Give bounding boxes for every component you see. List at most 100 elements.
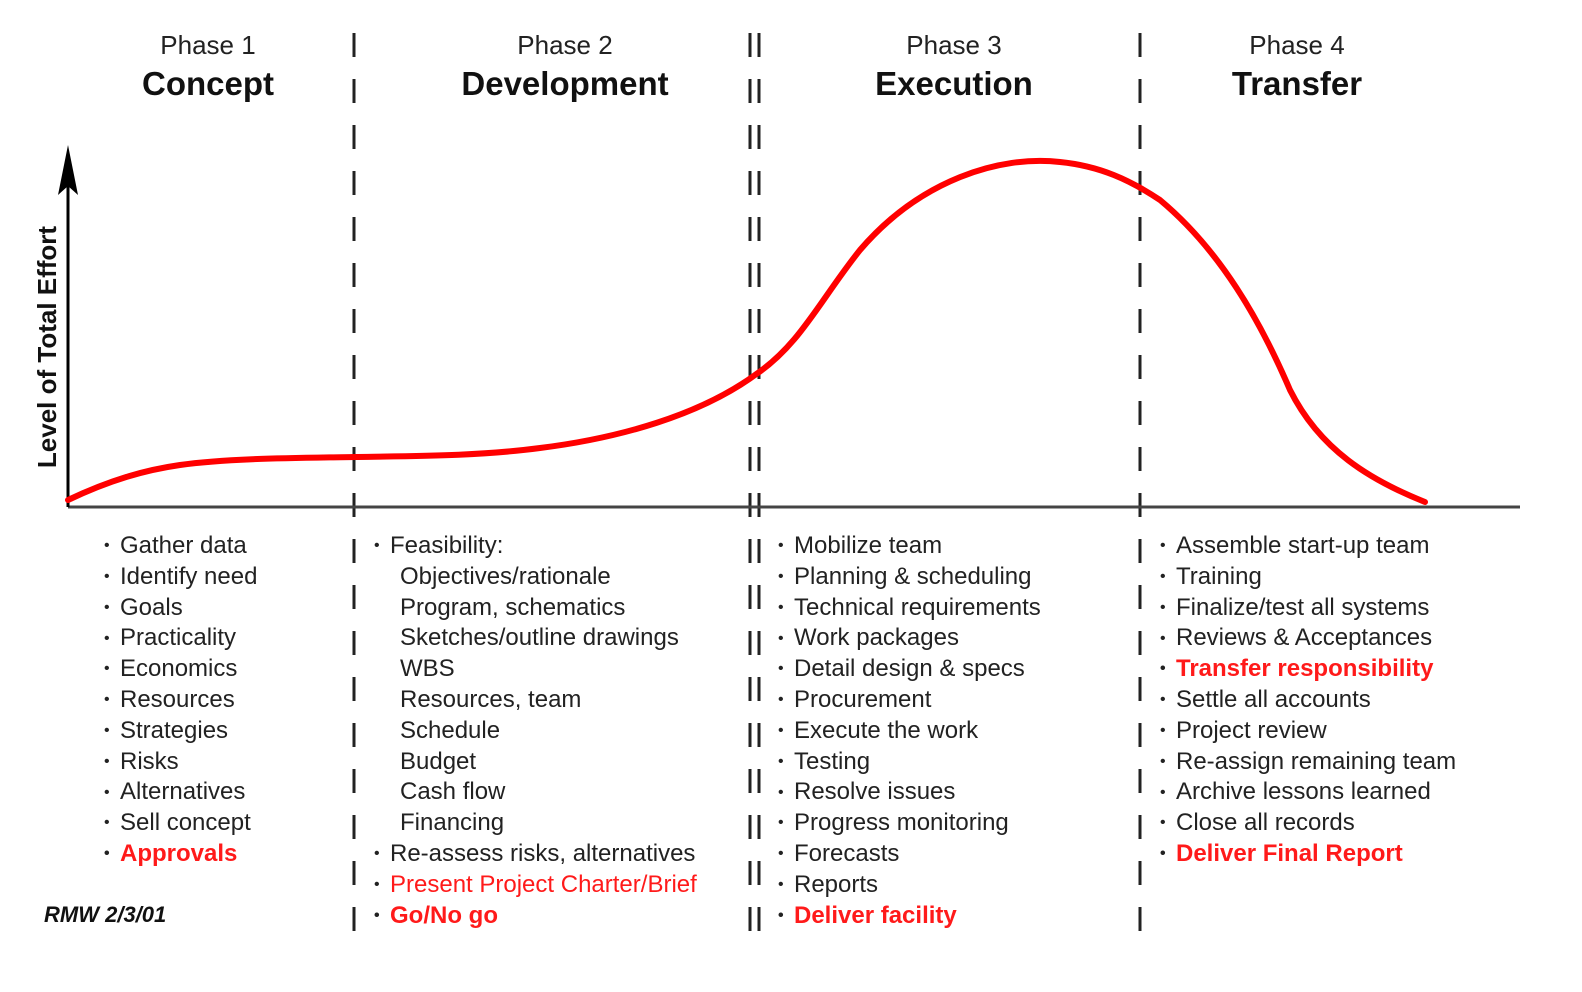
bullet-icon: • <box>1160 568 1166 586</box>
bullet-icon: • <box>104 752 110 770</box>
activity-item: • Testing <box>778 747 1041 778</box>
bullet-icon: • <box>778 814 784 832</box>
bullet-icon: • <box>104 629 110 647</box>
phase-header-concept: Phase 1 Concept <box>58 28 358 106</box>
activity-item: Schedule <box>374 716 697 747</box>
phase-number: Phase 4 <box>1249 30 1345 60</box>
activity-item: • Assemble start-up team <box>1160 531 1456 562</box>
activity-item: • Resolve issues <box>778 777 1041 808</box>
activity-text: Forecasts <box>794 839 900 867</box>
activity-text: Progress monitoring <box>794 809 1009 837</box>
activity-text: Project review <box>1176 716 1327 744</box>
bullet-icon: • <box>104 537 110 555</box>
activity-text: Work packages <box>794 624 959 652</box>
activity-item: • Alternatives <box>104 777 257 808</box>
activity-item: • Settle all accounts <box>1160 685 1456 716</box>
bullet-icon: • <box>1160 537 1166 555</box>
bullet-icon: • <box>1160 660 1166 678</box>
bullet-icon: • <box>1160 752 1166 770</box>
phase-header-transfer: Phase 4 Transfer <box>1147 28 1447 106</box>
activity-text: Risks <box>120 747 179 775</box>
phase-header-development: Phase 2 Development <box>415 28 715 106</box>
phase-number: Phase 3 <box>906 30 1002 60</box>
activity-item: Resources, team <box>374 685 697 716</box>
bullet-icon: • <box>778 722 784 740</box>
activity-text: Assemble start-up team <box>1176 532 1430 559</box>
activity-text: Testing <box>794 747 871 775</box>
bullet-icon: • <box>778 752 784 770</box>
activity-item: • Detail design & specs <box>778 654 1041 685</box>
activity-item: Cash flow <box>374 777 697 808</box>
phase-name: Execution <box>875 65 1033 102</box>
development-activity-list: • Feasibility: Objectives/rationale Program… <box>374 531 697 931</box>
phase-number: Phase 2 <box>517 30 613 60</box>
activity-item: • Finalize/test all systems <box>1160 593 1456 624</box>
bullet-icon: • <box>1160 814 1166 832</box>
phase-header-execution: Phase 3 Execution <box>804 28 1104 106</box>
activity-item: • Feasibility: <box>374 531 697 562</box>
bullet-icon: • <box>1160 691 1166 709</box>
activity-text: Strategies <box>120 716 229 744</box>
activity-item: • Work packages <box>778 623 1041 654</box>
activity-text: Planning & scheduling <box>794 562 1032 590</box>
bullet-icon: • <box>104 783 110 801</box>
activity-text: Resolve issues <box>794 778 956 806</box>
bullet-icon: • <box>104 845 110 863</box>
activity-text: Settle all accounts <box>1176 685 1371 713</box>
activity-item: • Progress monitoring <box>778 808 1041 839</box>
bullet-icon: • <box>778 660 784 678</box>
bullet-icon: • <box>778 629 784 647</box>
activity-text: Sketches/outline drawings <box>400 624 679 652</box>
activity-text: Cash flow <box>400 778 506 806</box>
bullet-icon: • <box>1160 722 1166 740</box>
activity-item: • Planning & scheduling <box>778 562 1041 593</box>
bullet-icon: • <box>374 845 380 863</box>
bullet-icon: • <box>104 660 110 678</box>
bullet-icon: • <box>374 537 380 555</box>
activity-text: Budget <box>400 747 477 775</box>
bullet-icon: • <box>374 906 380 924</box>
y-axis-label: Level of Total Effort <box>32 225 62 469</box>
activity-item: • Strategies <box>104 716 257 747</box>
activity-item: Program, schematics <box>374 593 697 624</box>
activity-text: Deliver facility <box>794 901 957 929</box>
activity-text: Re-assign remaining team <box>1176 747 1457 775</box>
activity-item: • Archive lessons learned <box>1160 777 1456 808</box>
activity-text: Objectives/rationale <box>400 562 611 590</box>
bullet-icon: • <box>104 568 110 586</box>
activity-item: • Close all records <box>1160 808 1456 839</box>
bullet-icon: • <box>374 876 380 894</box>
activity-item: • Goals <box>104 593 257 624</box>
activity-item: • Project review <box>1160 716 1456 747</box>
activity-item: Financing <box>374 808 697 839</box>
activity-item: • Approvals <box>104 839 257 870</box>
activity-item: • Technical requirements <box>778 593 1041 624</box>
effort-curve <box>65 157 1428 505</box>
activity-text: Sell concept <box>120 809 251 837</box>
activity-item: • Reviews & Acceptances <box>1160 623 1456 654</box>
activity-item: • Execute the work <box>778 716 1041 747</box>
activity-text: Re-assess risks, alternatives <box>390 839 696 867</box>
bullet-icon: • <box>1160 783 1166 801</box>
activity-item: Budget <box>374 747 697 778</box>
bullet-icon: • <box>778 568 784 586</box>
bullet-icon: • <box>1160 845 1166 863</box>
bullet-icon: • <box>104 722 110 740</box>
activity-item: • Forecasts <box>778 839 1041 870</box>
bullet-icon: • <box>778 598 784 616</box>
activity-text: Gather data <box>120 532 247 559</box>
activity-item: • Re-assess risks, alternatives <box>374 839 697 870</box>
activity-item: WBS <box>374 654 697 685</box>
activity-text: Practicality <box>120 624 237 652</box>
activity-text: Resources <box>120 685 235 713</box>
activity-text: Identify need <box>120 562 258 590</box>
concept-activity-list: • Gather data • Identify need • Goals • Practic… <box>104 531 257 870</box>
phase-name: Transfer <box>1231 65 1363 102</box>
activity-text: Technical requirements <box>794 593 1041 621</box>
bullet-icon: • <box>778 845 784 863</box>
bullet-icon: • <box>778 876 784 894</box>
bullet-icon: • <box>778 906 784 924</box>
activity-item: • Sell concept <box>104 808 257 839</box>
activity-item: • Re-assign remaining team <box>1160 747 1456 778</box>
